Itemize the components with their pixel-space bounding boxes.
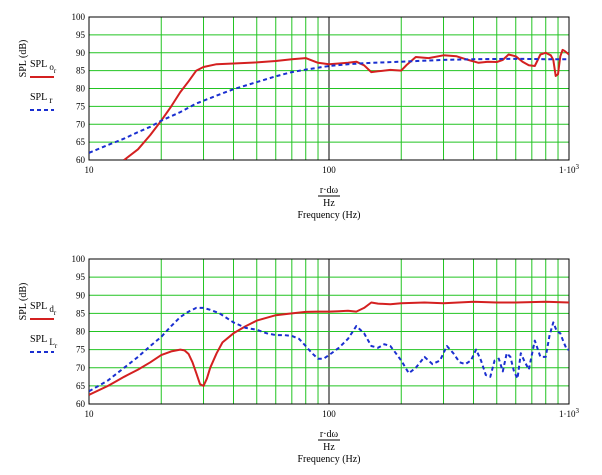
series-line-1 <box>123 48 569 160</box>
y-axis-label: SPL (dB) <box>18 283 29 321</box>
x-axis-label: Frequency (Hz) <box>297 210 360 221</box>
y-tick-label: 85 <box>76 308 86 318</box>
legend-label: SPL Lr <box>30 334 58 350</box>
x-tick-label: 100 <box>322 409 336 419</box>
chart-1: 60 65 70 75 80 85 90 95 100 10 100 1·103 SPL (dB) r·d… <box>18 12 580 221</box>
y-tick-label: 75 <box>76 101 86 111</box>
y-tick-label: 75 <box>76 345 86 355</box>
x-expr-top: r·dω <box>320 429 339 440</box>
series-line-2 <box>89 57 569 154</box>
x-expr-bottom: Hz <box>323 442 335 453</box>
x-tick-label: 10 <box>85 409 95 419</box>
y-tick-label: 80 <box>76 327 86 337</box>
y-tick-label: 95 <box>76 30 86 40</box>
y-tick-label: 95 <box>76 272 86 282</box>
y-tick-label: 70 <box>76 119 86 129</box>
y-axis-label: SPL (dB) <box>18 40 29 78</box>
series-line-1 <box>89 300 569 396</box>
x-expr-bottom: Hz <box>323 198 335 209</box>
series-line-2 <box>89 306 569 393</box>
x-axis-label: Frequency (Hz) <box>297 454 360 465</box>
x-tick-label: 100 <box>322 165 336 175</box>
y-tick-label: 60 <box>76 399 86 409</box>
legend-label: SPL or <box>30 59 57 75</box>
chart-2: 60 65 70 75 80 85 90 95 100 10 100 1·103 SPL (dB) r·d… <box>18 254 580 465</box>
x-tick-label: 1·103 <box>559 163 580 175</box>
x-expr-top: r·dω <box>320 185 339 196</box>
y-tick-label: 85 <box>76 66 86 76</box>
legend-label: SPL dr <box>30 301 57 317</box>
plot-frame <box>88 16 570 161</box>
y-tick-label: 100 <box>72 254 86 264</box>
y-tick-label: 60 <box>76 155 86 165</box>
y-tick-label: 90 <box>76 290 86 300</box>
y-tick-label: 80 <box>76 84 86 94</box>
y-tick-label: 65 <box>76 137 86 147</box>
y-tick-label: 70 <box>76 363 86 373</box>
y-tick-label: 90 <box>76 48 86 58</box>
y-tick-label: 100 <box>72 12 86 22</box>
x-tick-label: 1·103 <box>559 407 580 419</box>
x-tick-label: 10 <box>85 165 95 175</box>
legend-label: SPL r <box>30 92 52 105</box>
y-tick-label: 65 <box>76 381 86 391</box>
plot-frame <box>88 258 570 405</box>
